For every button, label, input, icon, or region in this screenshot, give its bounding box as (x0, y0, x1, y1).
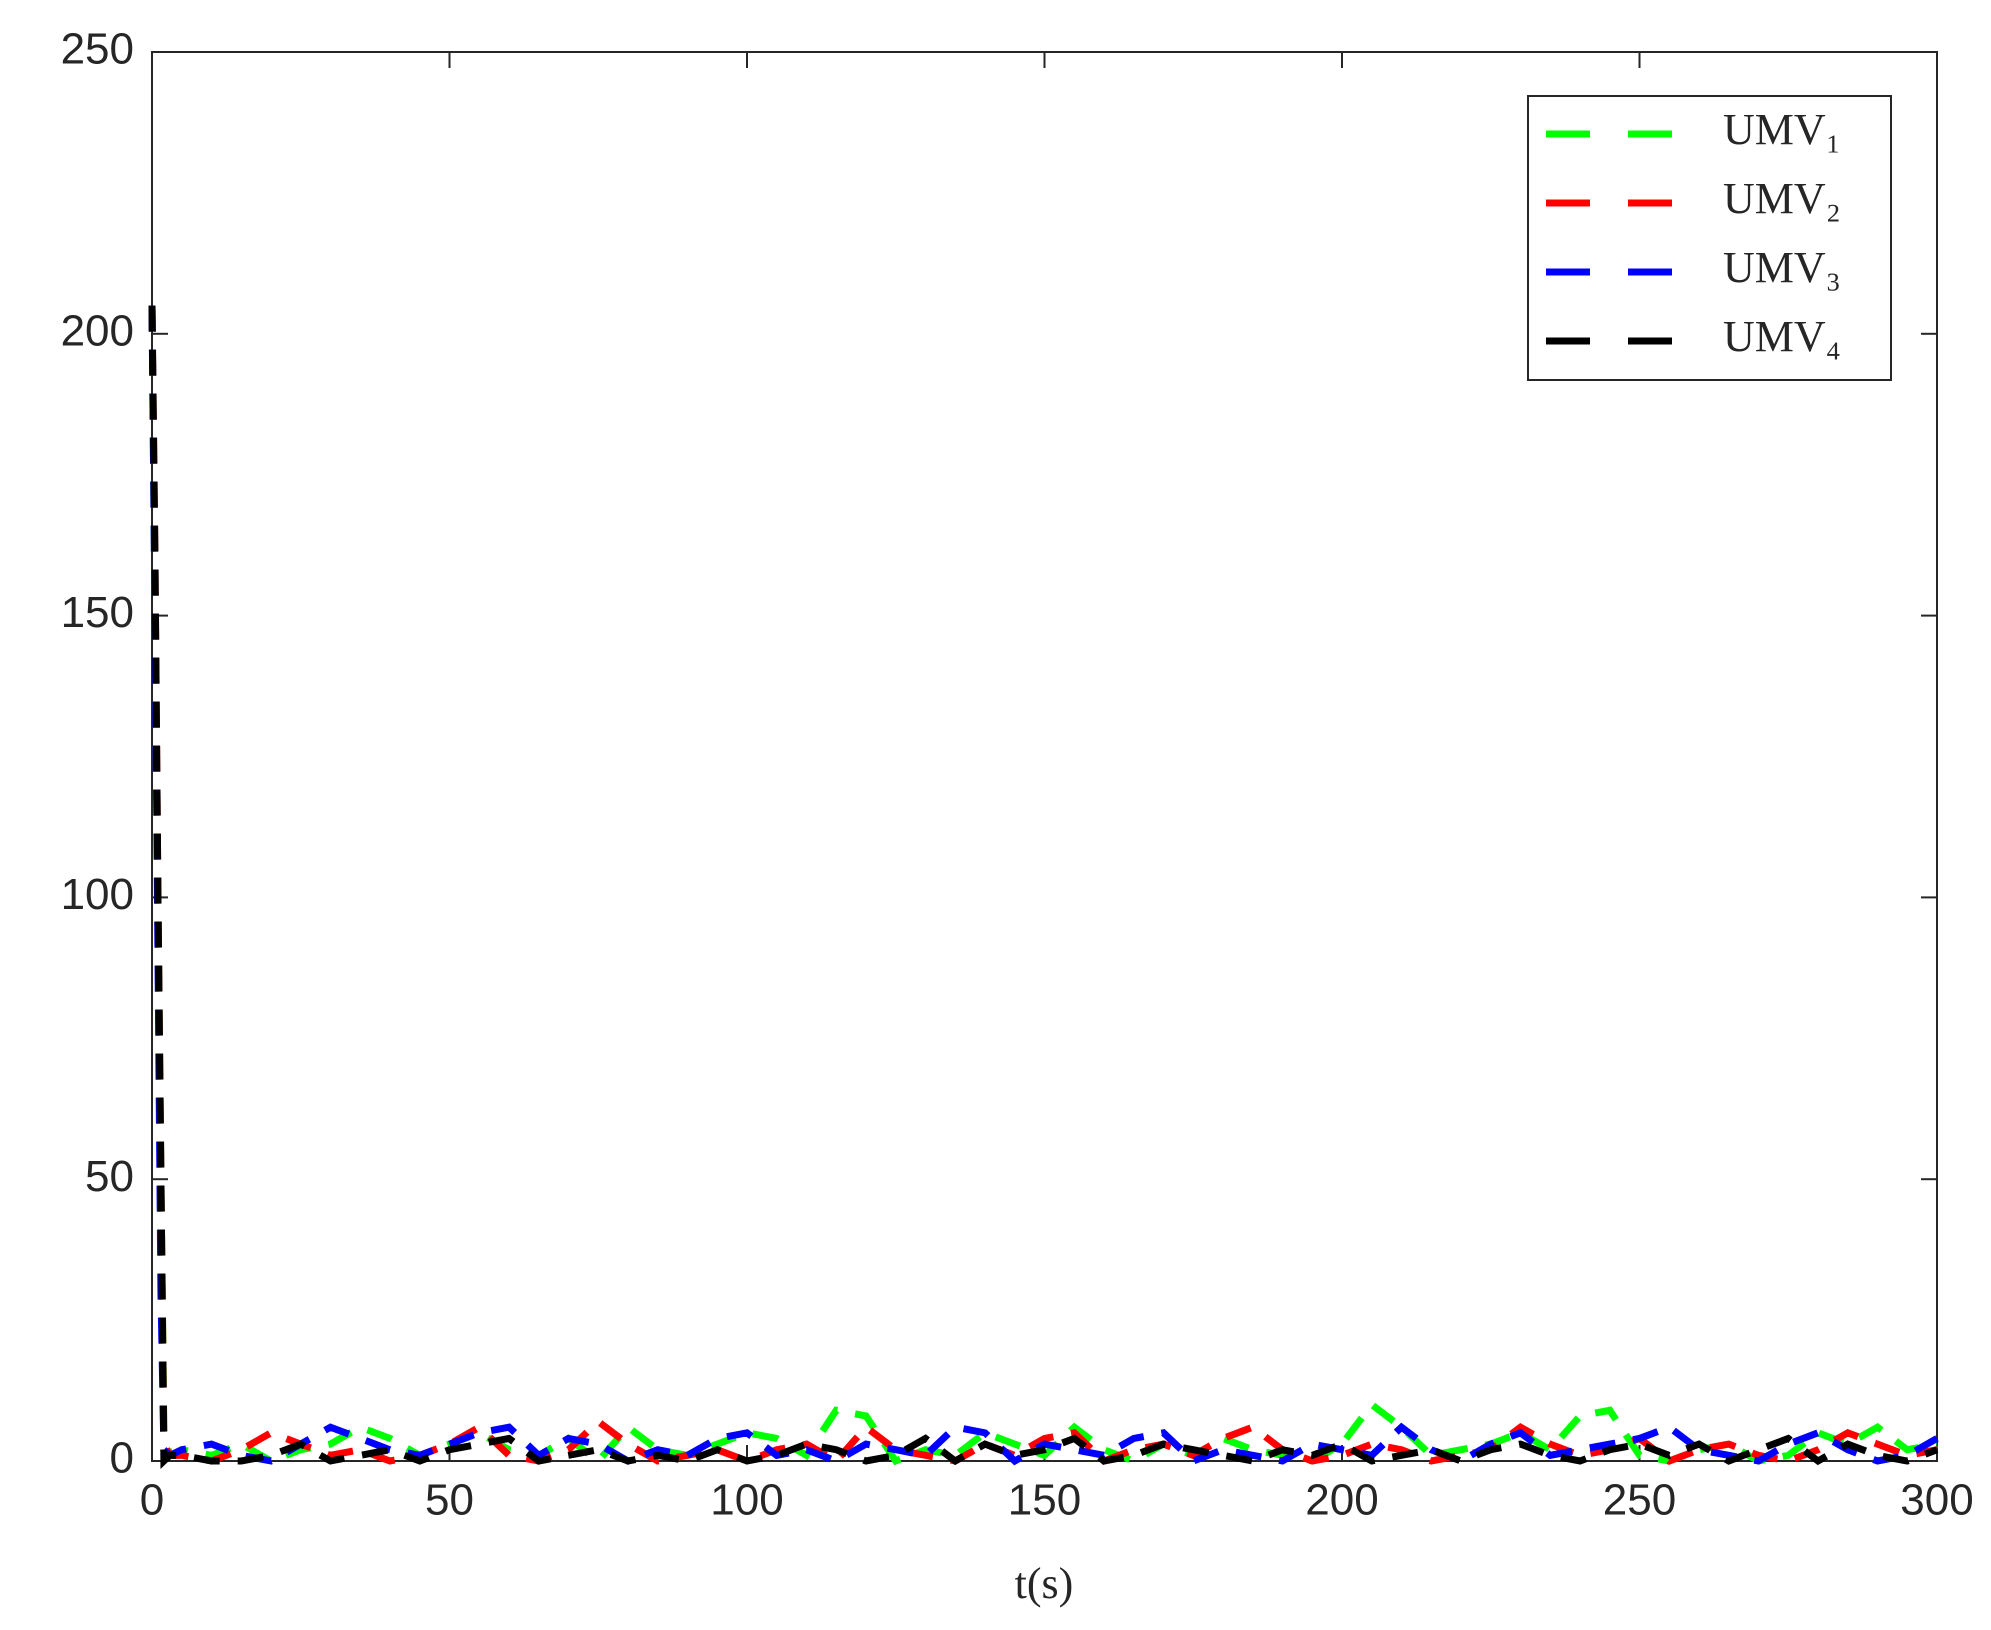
legend-box (1527, 95, 1892, 381)
y-tick-label: 0 (110, 1434, 134, 1483)
y-tick-label: 250 (61, 25, 134, 74)
y-tick-label: 200 (61, 306, 134, 355)
series-line (148, 305, 1939, 1470)
x-tick-label: 150 (1008, 1476, 1081, 1525)
y-tick-label: 100 (61, 870, 134, 919)
y-tick-label: 50 (85, 1152, 134, 1201)
legend-label: UMV₂ (1723, 174, 1841, 223)
legend-label: UMV₃ (1723, 243, 1841, 292)
x-tick-label: 50 (425, 1476, 474, 1525)
x-tick-label: 0 (140, 1476, 164, 1525)
x-axis-label: t(s) (1015, 1559, 1074, 1608)
legend-label: UMV₄ (1723, 312, 1841, 361)
series-line (148, 305, 1939, 1466)
y-tick-label: 150 (61, 588, 134, 637)
x-tick-label: 250 (1603, 1476, 1676, 1525)
series-line (148, 305, 1938, 1466)
legend-label: UMV₁ (1723, 105, 1841, 154)
x-tick-label: 100 (710, 1476, 783, 1525)
x-tick-label: 300 (1900, 1476, 1973, 1525)
x-tick-label: 200 (1305, 1476, 1378, 1525)
